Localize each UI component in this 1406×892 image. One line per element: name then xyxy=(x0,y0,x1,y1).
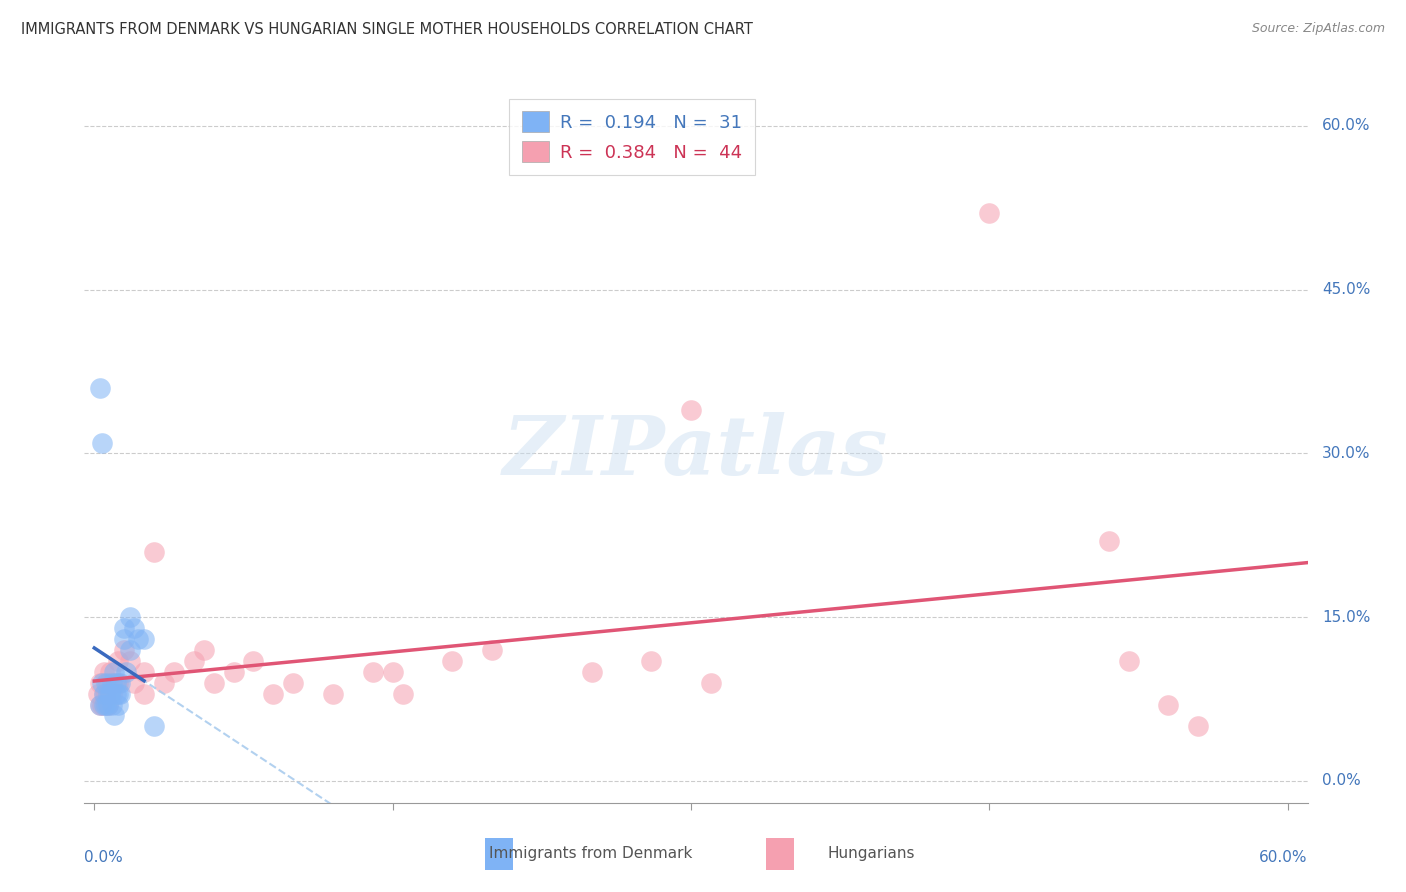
Point xyxy=(242,654,264,668)
Point xyxy=(93,687,115,701)
Point xyxy=(679,402,702,417)
Point xyxy=(481,643,503,657)
Point xyxy=(105,687,128,701)
Point xyxy=(381,665,404,679)
Point xyxy=(163,665,186,679)
Text: 60.0%: 60.0% xyxy=(1322,119,1371,134)
Point xyxy=(112,632,135,646)
Point xyxy=(120,643,142,657)
Point xyxy=(101,675,124,690)
Point xyxy=(120,654,142,668)
Point xyxy=(153,675,176,690)
Text: 45.0%: 45.0% xyxy=(1322,282,1371,297)
Point xyxy=(222,665,245,679)
Point xyxy=(101,698,124,712)
Point xyxy=(101,687,124,701)
Point xyxy=(1187,719,1209,733)
Point xyxy=(89,698,111,712)
Text: 0.0%: 0.0% xyxy=(1322,773,1361,789)
Point xyxy=(979,206,1001,220)
Point xyxy=(391,687,413,701)
Point xyxy=(132,632,155,646)
Point xyxy=(89,675,111,690)
Point xyxy=(103,665,125,679)
Text: Hungarians: Hungarians xyxy=(828,846,915,861)
Point xyxy=(107,654,129,668)
Point xyxy=(97,698,120,712)
Point xyxy=(93,687,115,701)
Point xyxy=(120,610,142,624)
Point xyxy=(112,621,135,635)
Point xyxy=(97,698,120,712)
Point xyxy=(183,654,205,668)
Point xyxy=(93,665,115,679)
Point xyxy=(96,698,118,712)
Point xyxy=(112,643,135,657)
Point xyxy=(441,654,464,668)
Point xyxy=(1118,654,1140,668)
Point xyxy=(122,675,145,690)
Point xyxy=(193,643,215,657)
Point xyxy=(581,665,603,679)
Point xyxy=(143,545,166,559)
Point xyxy=(1098,533,1121,548)
Text: IMMIGRANTS FROM DENMARK VS HUNGARIAN SINGLE MOTHER HOUSEHOLDS CORRELATION CHART: IMMIGRANTS FROM DENMARK VS HUNGARIAN SIN… xyxy=(21,22,754,37)
Point xyxy=(97,675,120,690)
Point xyxy=(132,665,155,679)
Point xyxy=(127,632,149,646)
Text: 0.0%: 0.0% xyxy=(84,850,124,865)
Point xyxy=(107,698,129,712)
Point xyxy=(91,675,114,690)
Point xyxy=(108,687,131,701)
Point xyxy=(108,675,131,690)
Point xyxy=(87,687,110,701)
Point xyxy=(97,687,120,701)
Point xyxy=(132,687,155,701)
Text: 30.0%: 30.0% xyxy=(1322,446,1371,461)
Text: Immigrants from Denmark: Immigrants from Denmark xyxy=(489,846,692,861)
Point xyxy=(322,687,344,701)
Point xyxy=(98,665,121,679)
Y-axis label: Single Mother Households: Single Mother Households xyxy=(0,337,7,537)
Point xyxy=(361,665,384,679)
Point xyxy=(700,675,723,690)
Point xyxy=(262,687,284,701)
Point xyxy=(103,708,125,723)
Point xyxy=(105,675,128,690)
Point xyxy=(202,675,225,690)
Point xyxy=(122,621,145,635)
Text: ZIPatlas: ZIPatlas xyxy=(503,412,889,491)
Point xyxy=(91,698,114,712)
Point xyxy=(98,687,121,701)
Point xyxy=(143,719,166,733)
Point xyxy=(91,435,114,450)
Point xyxy=(107,675,129,690)
Legend: R =  0.194   N =  31, R =  0.384   N =  44: R = 0.194 N = 31, R = 0.384 N = 44 xyxy=(509,99,755,175)
Point xyxy=(283,675,305,690)
Text: Source: ZipAtlas.com: Source: ZipAtlas.com xyxy=(1251,22,1385,36)
Text: 15.0%: 15.0% xyxy=(1322,610,1371,624)
Point xyxy=(96,675,118,690)
Point xyxy=(103,675,125,690)
Point xyxy=(115,665,138,679)
Point xyxy=(89,381,111,395)
Point xyxy=(96,687,118,701)
Point xyxy=(98,687,121,701)
Point xyxy=(640,654,662,668)
Point xyxy=(93,698,115,712)
Text: 60.0%: 60.0% xyxy=(1260,850,1308,865)
Point xyxy=(1157,698,1180,712)
Point xyxy=(89,698,111,712)
Point xyxy=(107,687,129,701)
